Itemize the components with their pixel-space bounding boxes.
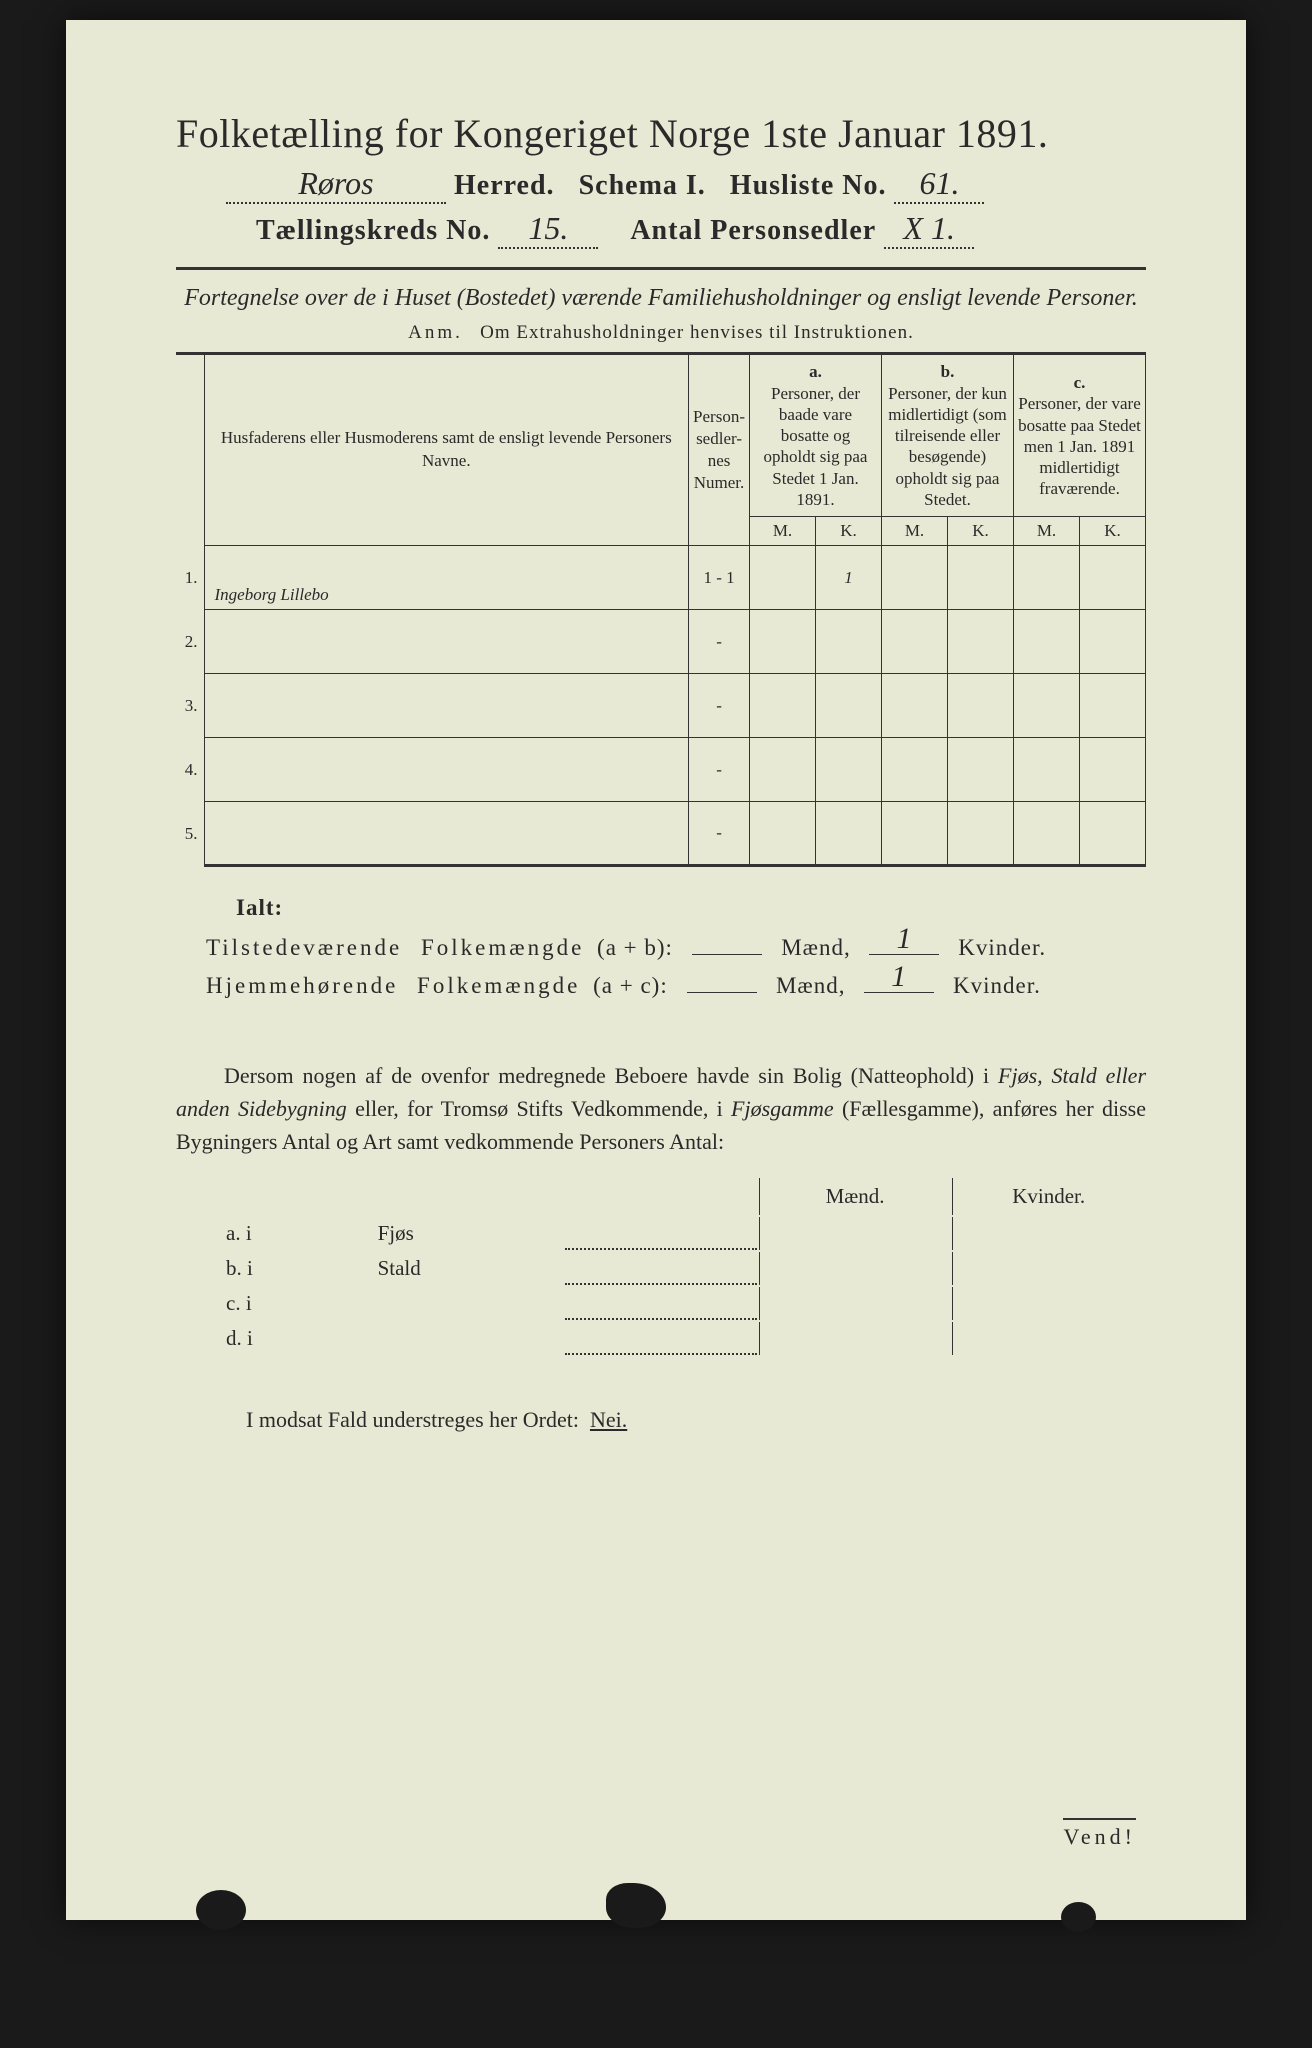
col-c-m: M. (1014, 517, 1080, 546)
tilstede-line: Tilstedeværende Folkemængde (a + b): Mæn… (206, 935, 1146, 961)
table-row: 1. Ingeborg Lillebo 1 - 1 1 (176, 546, 1146, 610)
num-cell: - (689, 738, 750, 802)
col-c-header: c.Personer, der vare bosatte paa Stedet … (1014, 354, 1146, 517)
num-cell: - (689, 802, 750, 866)
table-row: 4. - (176, 738, 1146, 802)
col-a-k: K. (816, 517, 882, 546)
name-cell (204, 610, 689, 674)
herred-value: Røros (226, 165, 446, 204)
row-num: 5. (176, 802, 204, 866)
kreds-value: 15. (498, 210, 598, 249)
num-cell: 1 - 1 (689, 546, 750, 610)
page-damage-icon (1061, 1902, 1096, 1932)
num-cell: - (689, 610, 750, 674)
building-row: a. i Fjøs (178, 1217, 1144, 1250)
anm-line: Anm. Om Extrahusholdninger henvises til … (176, 322, 1146, 344)
b-k (948, 546, 1014, 610)
bolig-paragraph: Dersom nogen af de ovenfor medregnede Be… (176, 1059, 1146, 1158)
name-cell: Ingeborg Lillebo (204, 546, 689, 610)
antal-value: X 1. (884, 210, 974, 249)
a-k: 1 (816, 546, 882, 610)
c-k (1080, 546, 1146, 610)
herred-label: Herred. (454, 170, 555, 202)
building-row: d. i (178, 1322, 1144, 1355)
col-num-header: Person-sedler-nesNumer. (689, 354, 750, 546)
totals-block: Ialt: Tilstedeværende Folkemængde (a + b… (176, 895, 1146, 999)
hjemme-line: Hjemmehørende Folkemængde (a + c): Mænd,… (206, 973, 1146, 999)
page-damage-icon (606, 1883, 666, 1928)
anm-text: Om Extrahusholdninger henvises til Instr… (480, 322, 914, 343)
b-m (882, 546, 948, 610)
col-b-m: M. (882, 517, 948, 546)
header-line-2: Røros Herred. Schema I. Husliste No. 61. (176, 165, 1146, 204)
col-a-m: M. (750, 517, 816, 546)
maend-header: Mænd. (759, 1178, 951, 1215)
num-cell: - (689, 674, 750, 738)
nei-word: Nei. (590, 1407, 627, 1432)
name-cell (204, 802, 689, 866)
name-cell (204, 674, 689, 738)
subtitle: Fortegnelse over de i Huset (Bostedet) v… (176, 282, 1146, 314)
row-num: 2. (176, 610, 204, 674)
anm-label: Anm. (408, 322, 463, 343)
kvinder-header: Kvinder. (952, 1178, 1144, 1215)
census-form-page: Folketælling for Kongeriget Norge 1ste J… (66, 20, 1246, 1920)
building-row: c. i (178, 1287, 1144, 1320)
nei-line: I modsat Fald understreges her Ordet: Ne… (176, 1407, 1146, 1433)
hjemme-k: 1 (864, 960, 934, 994)
row-num: 4. (176, 738, 204, 802)
tilstede-k: 1 (869, 922, 939, 956)
col-a-header: a.Personer, der baade vare bosatte og op… (750, 354, 882, 517)
c-m (1014, 546, 1080, 610)
table-row: 3. - (176, 674, 1146, 738)
building-table: Mænd. Kvinder. a. i Fjøs b. i Stald c. i… (176, 1176, 1146, 1357)
antal-label: Antal Personsedler (630, 215, 876, 247)
ialt-label: Ialt: (236, 895, 1146, 921)
spacer (176, 354, 204, 517)
header-line-3: Tællingskreds No. 15. Antal Personsedler… (176, 210, 1146, 249)
a-m (750, 546, 816, 610)
husliste-label: Husliste No. (730, 170, 887, 202)
table-row: 2. - (176, 610, 1146, 674)
vend-label: Vend! (1063, 1818, 1136, 1850)
husliste-value: 61. (894, 165, 984, 204)
divider (176, 267, 1146, 270)
main-title: Folketælling for Kongeriget Norge 1ste J… (176, 110, 1146, 157)
row-num: 3. (176, 674, 204, 738)
page-damage-icon (196, 1890, 246, 1930)
kreds-label: Tællingskreds No. (256, 215, 490, 247)
row-num: 1. (176, 546, 204, 610)
main-table: Husfaderens eller Husmoderens samt de en… (176, 352, 1146, 867)
header-block: Folketælling for Kongeriget Norge 1ste J… (176, 110, 1146, 249)
schema-label: Schema I. (579, 170, 706, 202)
name-cell (204, 738, 689, 802)
table-row: 5. - (176, 802, 1146, 866)
col-b-k: K. (948, 517, 1014, 546)
col-names-header: Husfaderens eller Husmoderens samt de en… (204, 354, 689, 546)
building-row: b. i Stald (178, 1252, 1144, 1285)
col-b-header: b.Personer, der kun midlertidigt (som ti… (882, 354, 1014, 517)
col-c-k: K. (1080, 517, 1146, 546)
